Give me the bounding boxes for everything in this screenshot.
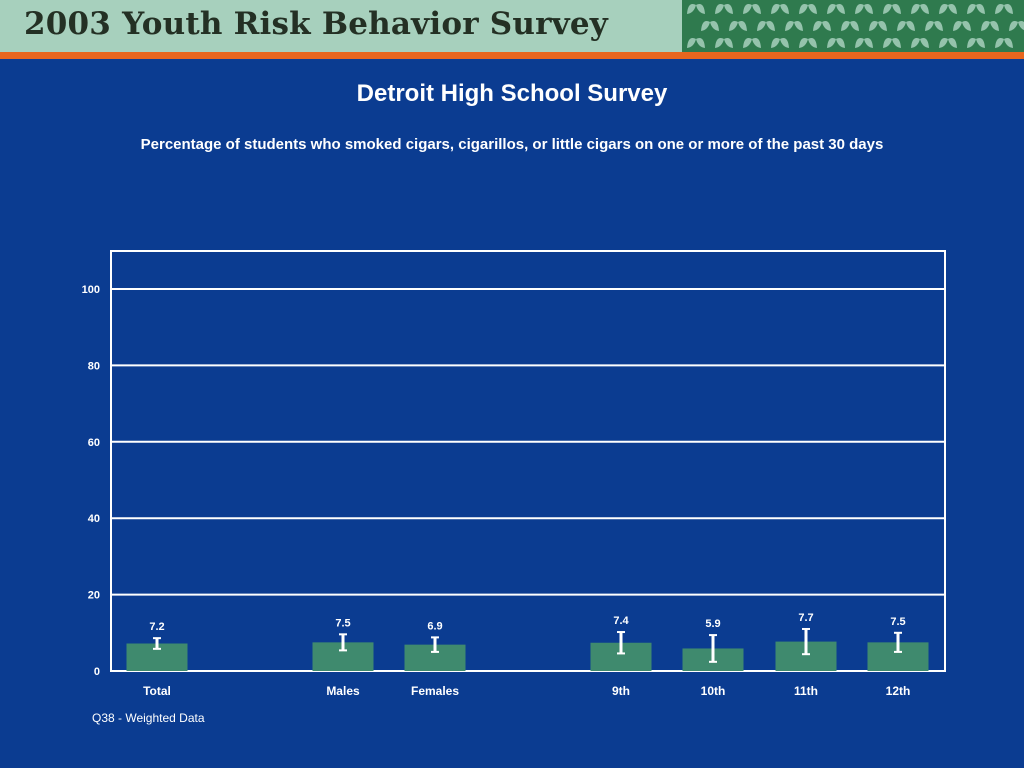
leaf-shape — [827, 38, 845, 48]
footnote: Q38 - Weighted Data — [92, 711, 205, 725]
leaf-shape — [771, 38, 789, 48]
leaf-shape — [953, 21, 971, 31]
leaf-shape — [855, 38, 873, 48]
data-label: 6.9 — [427, 620, 442, 632]
leaf-shape — [813, 21, 831, 31]
leaf-shape — [967, 4, 985, 14]
leaf-shape — [995, 38, 1013, 48]
leaf-shape — [827, 4, 845, 14]
x-tick-label: 9th — [612, 684, 630, 698]
data-label: 7.7 — [798, 612, 813, 624]
x-tick-label: Females — [411, 684, 459, 698]
leaf-shape — [701, 21, 719, 31]
x-tick-label: Total — [143, 684, 171, 698]
leaf-shape — [757, 21, 775, 31]
leaf-shape — [729, 21, 747, 31]
leaf-shape — [995, 4, 1013, 14]
y-tick-label: 100 — [82, 284, 100, 296]
y-tick-label: 80 — [88, 360, 100, 372]
orange-stripe — [0, 52, 1024, 59]
banner: 2003 Youth Risk Behavior Survey — [0, 0, 1024, 52]
leaf-shape — [939, 38, 957, 48]
leaf-shape — [855, 4, 873, 14]
leaf-shape — [799, 4, 817, 14]
leaf-shape — [869, 21, 887, 31]
leaf-shape — [911, 4, 929, 14]
leaf-shape — [967, 38, 985, 48]
data-label: 7.4 — [613, 615, 629, 627]
leaf-shape — [925, 21, 943, 31]
data-label: 7.5 — [335, 617, 350, 629]
leaf-shape — [981, 21, 999, 31]
x-tick-label: 12th — [886, 684, 911, 698]
leaf-shape — [911, 38, 929, 48]
leaf-shape — [883, 4, 901, 14]
leaf-shape — [883, 38, 901, 48]
y-tick-label: 20 — [88, 590, 100, 602]
leaf-shape — [715, 38, 733, 48]
leaf-shape — [743, 4, 761, 14]
y-tick-label: 0 — [94, 666, 100, 678]
leaf-shape — [687, 38, 705, 48]
slide-subtitle: Percentage of students who smoked cigars… — [140, 136, 884, 153]
y-tick-label: 40 — [88, 513, 100, 525]
leaf-shape — [799, 38, 817, 48]
data-label: 5.9 — [705, 618, 720, 630]
x-tick-label: 10th — [701, 684, 726, 698]
banner-title: 2003 Youth Risk Behavior Survey — [24, 6, 608, 42]
leaf-shape — [939, 4, 957, 14]
leaf-shape — [785, 21, 803, 31]
leaf-shape — [771, 4, 789, 14]
y-tick-label: 60 — [88, 437, 100, 449]
x-tick-label: 11th — [794, 684, 818, 698]
leaf-shape — [743, 38, 761, 48]
slide-title: Detroit High School Survey — [356, 80, 668, 107]
leaf-pattern-icon — [682, 0, 1024, 52]
leaf-shape — [897, 21, 915, 31]
leaf-shape — [841, 21, 859, 31]
leaf-shape — [687, 4, 705, 14]
data-label: 7.5 — [890, 616, 905, 628]
leaf-shape — [1009, 21, 1024, 31]
x-tick-label: Males — [326, 684, 360, 698]
data-label: 7.2 — [149, 621, 164, 633]
plot-frame — [110, 250, 946, 672]
leaf-shape — [715, 4, 733, 14]
